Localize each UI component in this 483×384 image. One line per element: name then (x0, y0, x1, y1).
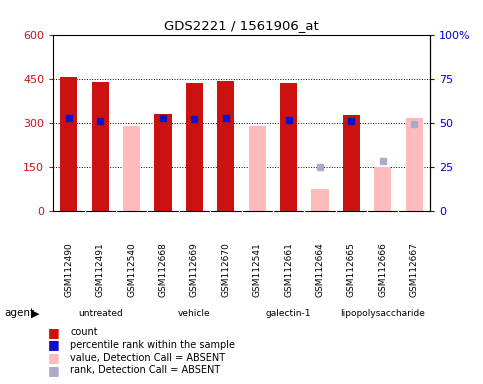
Text: GSM112668: GSM112668 (158, 242, 168, 297)
Bar (343, 115, 360, 211)
Text: rank, Detection Call = ABSENT: rank, Detection Call = ABSENT (70, 365, 220, 375)
Text: GSM112664: GSM112664 (315, 242, 325, 297)
Text: GSM112667: GSM112667 (410, 242, 419, 297)
Bar (92, 82, 109, 211)
Text: ■: ■ (48, 326, 60, 339)
Text: galectin-1: galectin-1 (266, 309, 312, 318)
Text: agent: agent (5, 308, 35, 318)
Text: GSM112541: GSM112541 (253, 242, 262, 297)
Bar (155, 114, 171, 211)
Bar (217, 81, 234, 211)
Text: lipopolysaccharide: lipopolysaccharide (341, 309, 425, 318)
Text: GSM112540: GSM112540 (127, 242, 136, 297)
Bar (60, 77, 77, 211)
Bar (280, 83, 297, 211)
Text: GSM112666: GSM112666 (378, 242, 387, 297)
Text: value, Detection Call = ABSENT: value, Detection Call = ABSENT (70, 353, 225, 362)
Title: GDS2221 / 1561906_at: GDS2221 / 1561906_at (164, 19, 319, 32)
Text: GSM112661: GSM112661 (284, 242, 293, 297)
Text: GSM112491: GSM112491 (96, 242, 105, 297)
Text: ▶: ▶ (31, 308, 40, 318)
Text: vehicle: vehicle (178, 309, 211, 318)
Text: ■: ■ (48, 338, 60, 351)
Bar (312, 189, 328, 211)
Bar (249, 126, 266, 211)
Bar (374, 167, 391, 211)
Text: ■: ■ (48, 364, 60, 377)
Text: untreated: untreated (78, 309, 123, 318)
Bar (406, 119, 423, 211)
Text: percentile rank within the sample: percentile rank within the sample (70, 340, 235, 350)
Text: GSM112490: GSM112490 (64, 242, 73, 297)
Text: GSM112670: GSM112670 (221, 242, 230, 297)
Bar (186, 83, 203, 211)
Text: GSM112669: GSM112669 (190, 242, 199, 297)
Bar (123, 126, 140, 211)
Text: GSM112665: GSM112665 (347, 242, 356, 297)
Text: count: count (70, 327, 98, 337)
Text: ■: ■ (48, 351, 60, 364)
